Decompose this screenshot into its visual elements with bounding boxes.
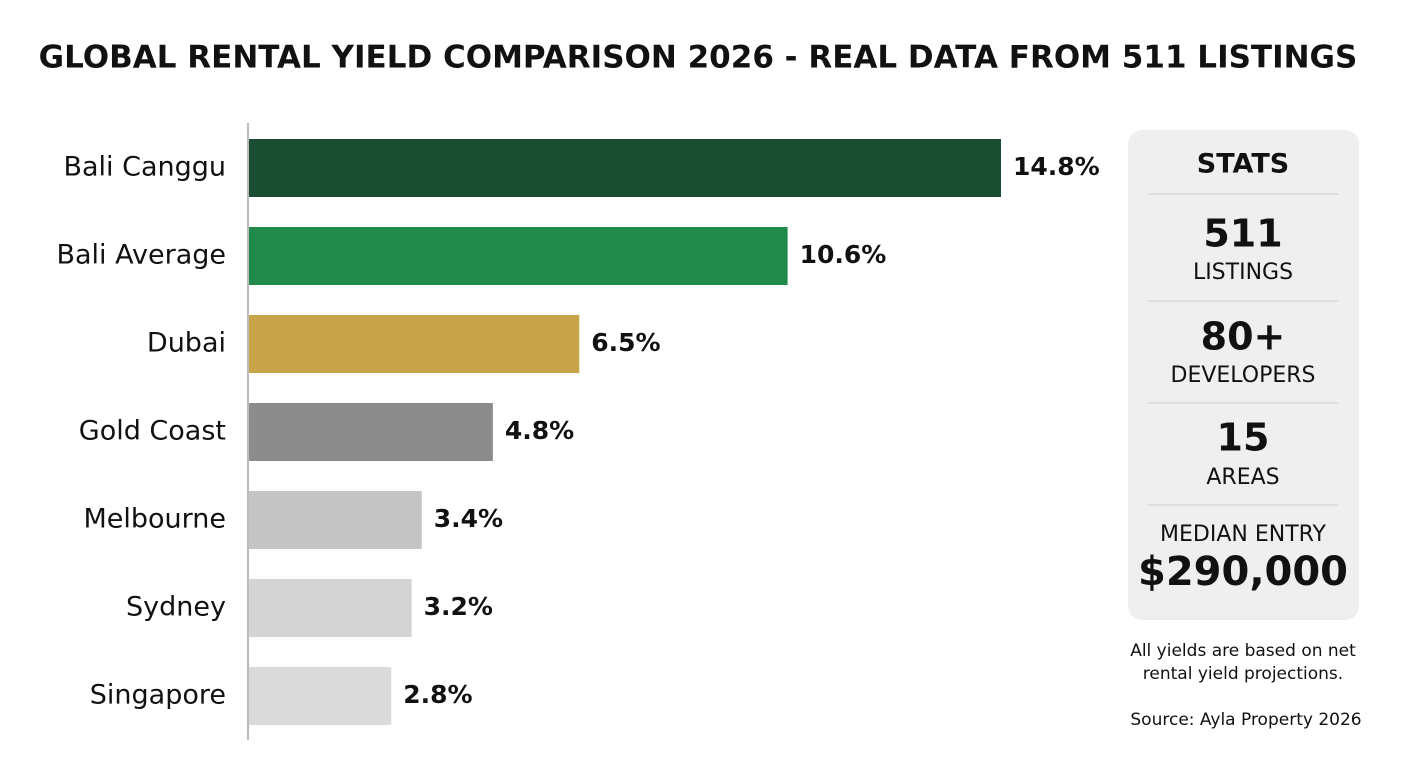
category-label: Dubai — [147, 328, 226, 359]
value-label: 4.8% — [505, 416, 574, 445]
bar — [249, 403, 493, 461]
bar — [249, 579, 412, 637]
value-label: 14.8% — [1013, 152, 1100, 181]
stat-label: LISTINGS — [1193, 260, 1293, 285]
source: Source: Ayla Property 2026 — [1130, 710, 1361, 730]
median-label: MEDIAN ENTRY — [1160, 522, 1326, 547]
value-label: 10.6% — [800, 240, 887, 269]
category-label: Gold Coast — [79, 416, 226, 447]
bar — [249, 139, 1001, 197]
bar — [249, 227, 788, 285]
category-label: Sydney — [126, 592, 226, 623]
value-label: 3.2% — [424, 592, 493, 621]
stats-title: STATS — [1197, 149, 1289, 180]
footnote: All yields are based on net — [1130, 641, 1356, 661]
median-value: $290,000 — [1138, 549, 1348, 595]
stat-label: AREAS — [1206, 465, 1279, 490]
bar — [249, 315, 580, 373]
bar — [249, 667, 392, 725]
stat-value: 15 — [1217, 416, 1270, 460]
stats-panel — [1128, 130, 1359, 620]
value-label: 3.4% — [434, 504, 503, 533]
category-label: Bali Average — [56, 240, 226, 271]
stat-label: DEVELOPERS — [1171, 363, 1316, 388]
stat-value: 80+ — [1201, 315, 1286, 359]
stat-value: 511 — [1203, 212, 1282, 256]
chart-title: GLOBAL RENTAL YIELD COMPARISON 2026 - RE… — [39, 40, 1358, 76]
category-label: Singapore — [90, 680, 226, 711]
footnote: rental yield projections. — [1143, 664, 1343, 684]
value-label: 6.5% — [591, 328, 660, 357]
value-label: 2.8% — [403, 680, 472, 709]
category-label: Melbourne — [83, 504, 226, 535]
bar — [249, 491, 422, 549]
category-label: Bali Canggu — [63, 152, 226, 183]
